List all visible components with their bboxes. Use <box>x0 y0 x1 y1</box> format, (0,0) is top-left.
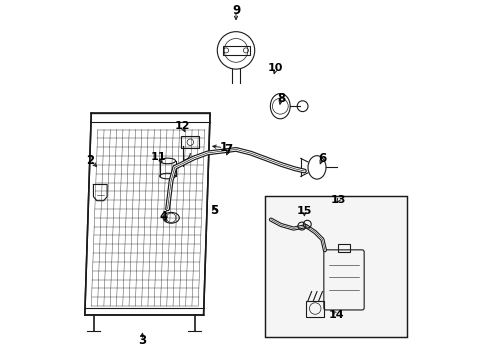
Bar <box>181 136 199 148</box>
Text: 5: 5 <box>210 204 219 217</box>
Text: 1: 1 <box>220 141 227 154</box>
Text: 12: 12 <box>174 121 190 131</box>
Text: 14: 14 <box>329 310 344 320</box>
Text: 8: 8 <box>277 93 285 105</box>
Text: 13: 13 <box>331 195 346 205</box>
Text: 15: 15 <box>297 206 312 216</box>
Text: 6: 6 <box>318 152 326 165</box>
Bar <box>265 196 407 337</box>
Text: 10: 10 <box>268 63 283 73</box>
Text: 3: 3 <box>138 334 147 347</box>
Text: 7: 7 <box>225 143 233 156</box>
Text: 2: 2 <box>86 154 94 167</box>
Bar <box>306 301 324 317</box>
Text: 11: 11 <box>151 152 166 162</box>
Text: 9: 9 <box>232 4 240 17</box>
Text: 4: 4 <box>160 210 168 222</box>
Bar <box>222 46 249 55</box>
Bar <box>338 244 350 252</box>
